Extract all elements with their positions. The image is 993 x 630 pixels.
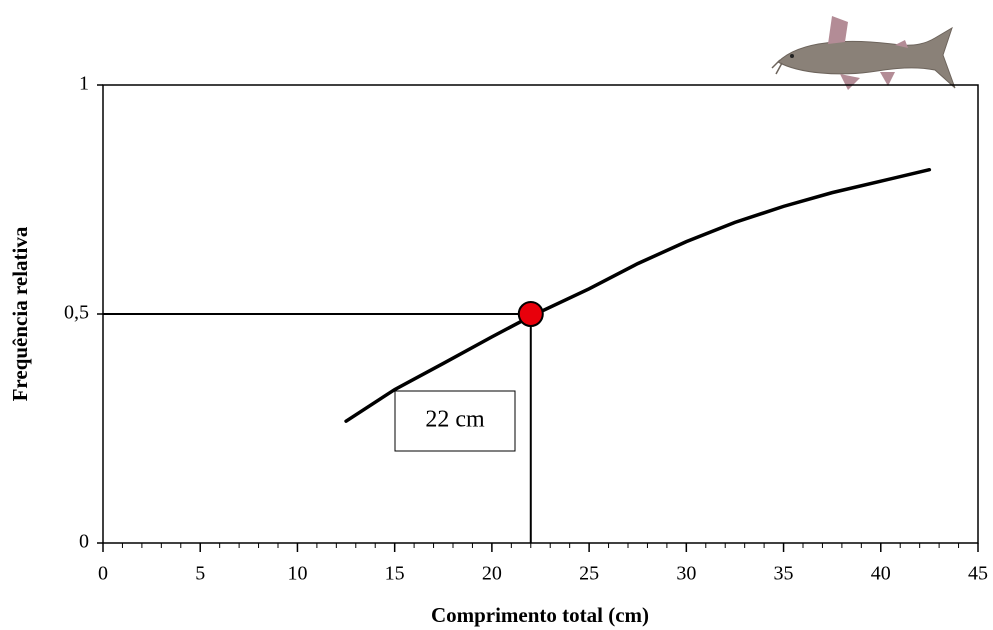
x-tick-label: 40 <box>871 563 891 585</box>
x-axis-title: Comprimento total (cm) <box>431 603 649 627</box>
curve <box>344 167 932 423</box>
x-tick-label: 45 <box>968 563 988 585</box>
x-tick-label: 35 <box>774 563 794 585</box>
x-tick-label: 15 <box>385 563 405 585</box>
x-tick-label: 0 <box>98 563 108 585</box>
x-tick-label: 5 <box>195 563 205 585</box>
highlight-point <box>517 301 544 327</box>
x-tick-label: 10 <box>287 563 307 585</box>
annotation-box <box>394 390 516 452</box>
y-axis-title: Frequência relativa <box>8 226 32 401</box>
x-tick-label: 25 <box>579 563 599 585</box>
fish-illustration <box>771 16 956 90</box>
annotation-label: 22 cm <box>425 407 485 433</box>
y-tick-label: 0,5 <box>64 302 89 324</box>
y-tick-label: 0 <box>79 531 89 553</box>
x-tick-label: 20 <box>482 563 502 585</box>
y-tick-label: 1 <box>79 73 89 95</box>
x-tick-label: 30 <box>676 563 696 585</box>
